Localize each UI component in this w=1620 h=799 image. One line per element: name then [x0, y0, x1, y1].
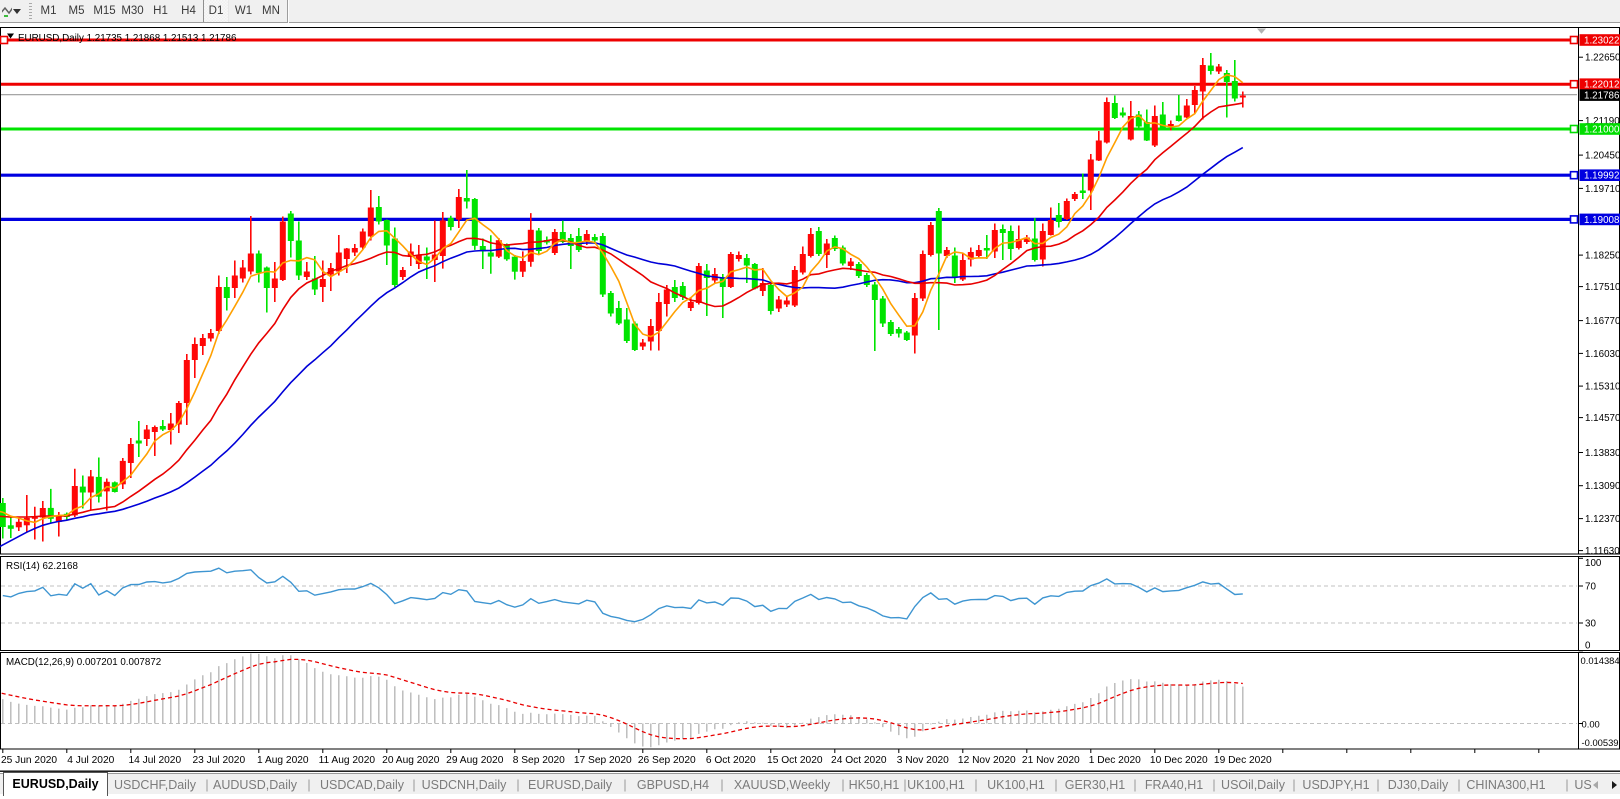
svg-text:MACD(12,26,9) 0.007201 0.00787: MACD(12,26,9) 0.007201 0.007872 [6, 657, 161, 668]
svg-text:1.14570: 1.14570 [1585, 413, 1620, 424]
svg-text:-0.005396: -0.005396 [1582, 737, 1620, 748]
svg-text:1.21000: 1.21000 [1584, 125, 1620, 136]
svg-text:17 Sep 2020: 17 Sep 2020 [574, 755, 632, 766]
svg-text:14 Jul 2020: 14 Jul 2020 [128, 755, 181, 766]
svg-text:1.15310: 1.15310 [1585, 382, 1620, 393]
svg-text:RSI(14) 62.2168: RSI(14) 62.2168 [6, 561, 78, 572]
svg-text:100: 100 [1585, 558, 1602, 569]
svg-text:1 Dec 2020: 1 Dec 2020 [1089, 755, 1141, 766]
svg-text:29 Aug 2020: 29 Aug 2020 [446, 755, 504, 766]
svg-text:12 Nov 2020: 12 Nov 2020 [958, 755, 1016, 766]
svg-text:70: 70 [1585, 582, 1596, 593]
svg-text:1.22650: 1.22650 [1585, 53, 1620, 64]
svg-text:1 Aug 2020: 1 Aug 2020 [257, 755, 309, 766]
svg-text:1.21786: 1.21786 [1584, 91, 1620, 102]
svg-text:1.19992: 1.19992 [1584, 171, 1619, 182]
svg-text:24 Oct 2020: 24 Oct 2020 [831, 755, 887, 766]
svg-text:23 Jul 2020: 23 Jul 2020 [192, 755, 245, 766]
svg-text:1.16030: 1.16030 [1585, 349, 1620, 360]
svg-text:10 Dec 2020: 10 Dec 2020 [1150, 755, 1208, 766]
svg-text:20 Aug 2020: 20 Aug 2020 [382, 755, 440, 766]
svg-text:1.17510: 1.17510 [1585, 282, 1620, 293]
svg-text:4 Jul 2020: 4 Jul 2020 [67, 755, 114, 766]
svg-text:0: 0 [1585, 641, 1591, 652]
svg-text:1.13090: 1.13090 [1585, 481, 1620, 492]
svg-text:0.00: 0.00 [1582, 719, 1600, 730]
svg-text:15 Oct 2020: 15 Oct 2020 [767, 755, 823, 766]
svg-text:8 Sep 2020: 8 Sep 2020 [513, 755, 565, 766]
svg-text:3 Nov 2020: 3 Nov 2020 [897, 755, 949, 766]
svg-text:EURUSD,Daily 1.21735 1.21868: EURUSD,Daily 1.21735 1.21868 1.21513 1.2… [18, 33, 237, 44]
svg-text:30: 30 [1585, 619, 1596, 630]
svg-text:1.18250: 1.18250 [1585, 251, 1620, 262]
svg-text:26 Sep 2020: 26 Sep 2020 [638, 755, 696, 766]
svg-text:1.23022: 1.23022 [1584, 36, 1619, 47]
svg-text:1.16770: 1.16770 [1585, 316, 1620, 327]
svg-text:1.13830: 1.13830 [1585, 448, 1620, 459]
svg-text:1.19710: 1.19710 [1585, 184, 1620, 195]
svg-text:1.20450: 1.20450 [1585, 151, 1620, 162]
svg-text:19 Dec 2020: 19 Dec 2020 [1214, 755, 1272, 766]
svg-text:6 Oct 2020: 6 Oct 2020 [706, 755, 756, 766]
svg-text:1.12370: 1.12370 [1585, 514, 1620, 525]
svg-text:1.22012: 1.22012 [1584, 80, 1619, 91]
svg-text:1.19008: 1.19008 [1584, 215, 1620, 226]
svg-text:21 Nov 2020: 21 Nov 2020 [1022, 755, 1080, 766]
svg-text:0.014384: 0.014384 [1581, 655, 1620, 666]
svg-text:25 Jun 2020: 25 Jun 2020 [1, 755, 57, 766]
svg-text:11 Aug 2020: 11 Aug 2020 [319, 755, 376, 766]
svg-text:1.11630: 1.11630 [1585, 546, 1620, 557]
